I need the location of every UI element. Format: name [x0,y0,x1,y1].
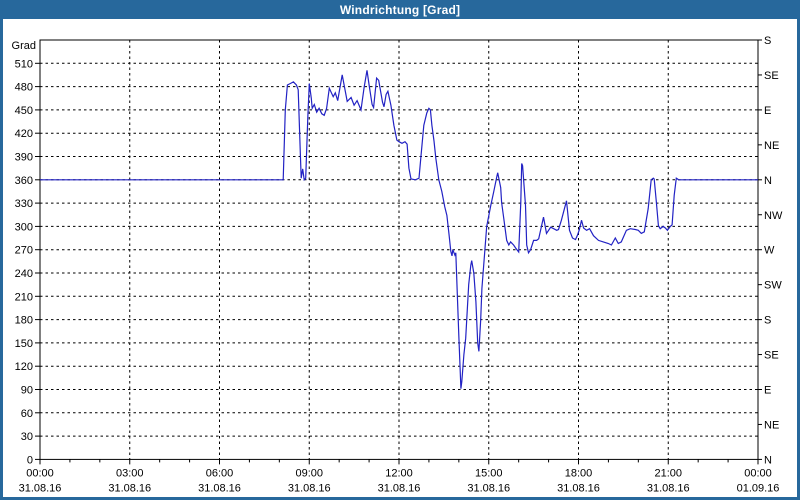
x-axis-time-label: 15:00 [475,467,503,479]
compass-label: E [764,105,771,117]
y-axis-tick-label: 150 [15,338,33,350]
compass-label: W [764,245,775,257]
chart-area [3,19,797,497]
x-axis-date-label: 31.08.16 [647,482,690,494]
y-axis-tick-label: 0 [27,454,33,466]
x-axis-date-label: 01.09.16 [737,482,780,494]
x-axis-time-label: 18:00 [565,467,593,479]
compass-label: S [764,315,771,327]
y-axis-tick-label: 180 [15,315,33,327]
y-axis-tick-label: 300 [15,221,33,233]
x-axis-time-label: 09:00 [295,467,323,479]
y-axis-tick-label: 60 [21,408,33,420]
compass-label: SE [764,350,779,362]
y-axis-tick-label: 270 [15,245,33,257]
y-axis-unit-label: Grad [12,40,36,52]
x-axis-date-label: 31.08.16 [19,482,62,494]
y-axis-tick-label: 240 [15,268,33,280]
x-axis-date-label: 31.08.16 [288,482,331,494]
x-axis-date-label: 31.08.16 [378,482,421,494]
y-axis-tick-label: 420 [15,128,33,140]
x-axis-time-label: 12:00 [385,467,413,479]
window-title: Windrichtung [Grad] [339,2,461,17]
compass-label: SW [764,280,782,292]
x-axis-time-label: 21:00 [654,467,682,479]
x-axis-time-label: 03:00 [116,467,144,479]
x-axis-time-label: 06:00 [206,467,234,479]
wind-direction-line [40,70,758,389]
y-axis-tick-label: 480 [15,82,33,94]
compass-label: NE [764,419,779,431]
x-axis-date-label: 31.08.16 [198,482,241,494]
compass-label: NE [764,140,779,152]
y-axis-tick-label: 210 [15,291,33,303]
y-axis-tick-label: 510 [15,58,33,70]
y-axis-tick-label: 30 [21,431,33,443]
x-axis-time-label: 00:00 [744,467,772,479]
title-bar[interactable]: Windrichtung [Grad] [0,0,800,19]
compass-label: E [764,385,771,397]
y-axis-tick-label: 390 [15,152,33,164]
y-axis-tick-label: 90 [21,385,33,397]
x-axis-date-label: 31.08.16 [557,482,600,494]
compass-label: N [764,454,772,466]
compass-label: N [764,175,772,187]
y-axis-tick-label: 360 [15,175,33,187]
compass-label: NW [764,210,783,222]
x-axis-date-label: 31.08.16 [467,482,510,494]
y-axis-tick-label: 120 [15,361,33,373]
x-axis-time-label: 00:00 [26,467,54,479]
compass-label: S [764,35,771,47]
x-axis-date-label: 31.08.16 [108,482,151,494]
y-axis-tick-label: 450 [15,105,33,117]
compass-label: SE [764,70,779,82]
y-axis-tick-label: 330 [15,198,33,210]
